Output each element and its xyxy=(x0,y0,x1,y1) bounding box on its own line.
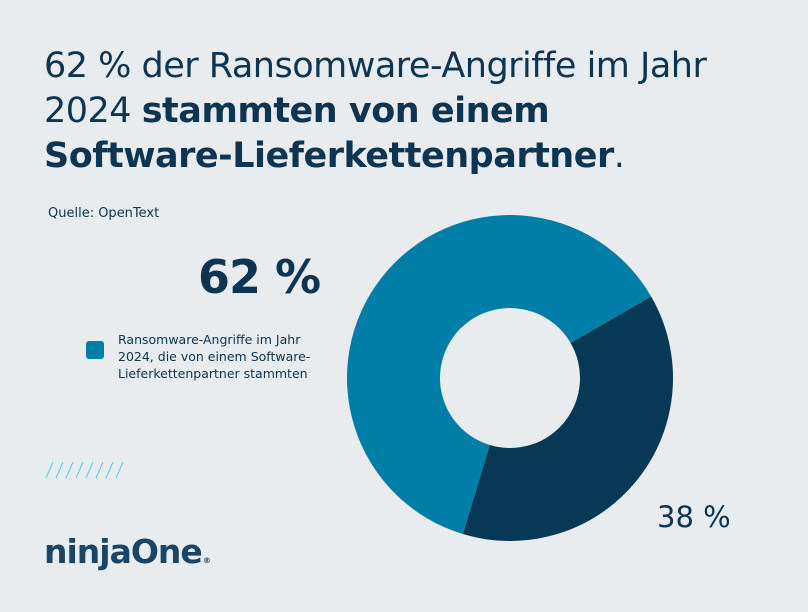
title-regular: 62 % der Ransomware-Angriffe im Jahr 202… xyxy=(44,46,707,131)
slash-mark xyxy=(55,461,64,479)
slash-mark xyxy=(85,461,94,479)
source-label: Quelle: OpenText xyxy=(48,206,160,221)
donut-segment-38 xyxy=(462,296,674,541)
logo-registered-mark: ® xyxy=(202,556,211,565)
data-label-38: 38 % xyxy=(657,500,731,534)
logo-text: ninjaOne xyxy=(44,532,203,571)
legend: Ransomware-Angriffe im Jahr 2024, die vo… xyxy=(86,331,328,382)
slash-mark xyxy=(105,461,114,479)
slash-mark xyxy=(115,461,124,479)
legend-label: Ransomware-Angriffe im Jahr 2024, die vo… xyxy=(118,332,311,381)
decorative-slashes xyxy=(45,461,124,479)
title-bold: stammten von einem Software-Lieferketten… xyxy=(44,91,614,176)
slash-mark xyxy=(65,461,74,479)
legend-swatch xyxy=(86,341,104,359)
data-label-62: 62 % xyxy=(198,250,321,304)
donut-segment-62 xyxy=(347,214,652,535)
title-end: . xyxy=(613,136,625,176)
page-title: 62 % der Ransomware-Angriffe im Jahr 202… xyxy=(44,44,744,179)
slash-mark xyxy=(95,461,104,479)
slash-mark xyxy=(45,461,54,479)
ninjaone-logo: ninjaOne® xyxy=(44,532,211,571)
slash-mark xyxy=(75,461,84,479)
